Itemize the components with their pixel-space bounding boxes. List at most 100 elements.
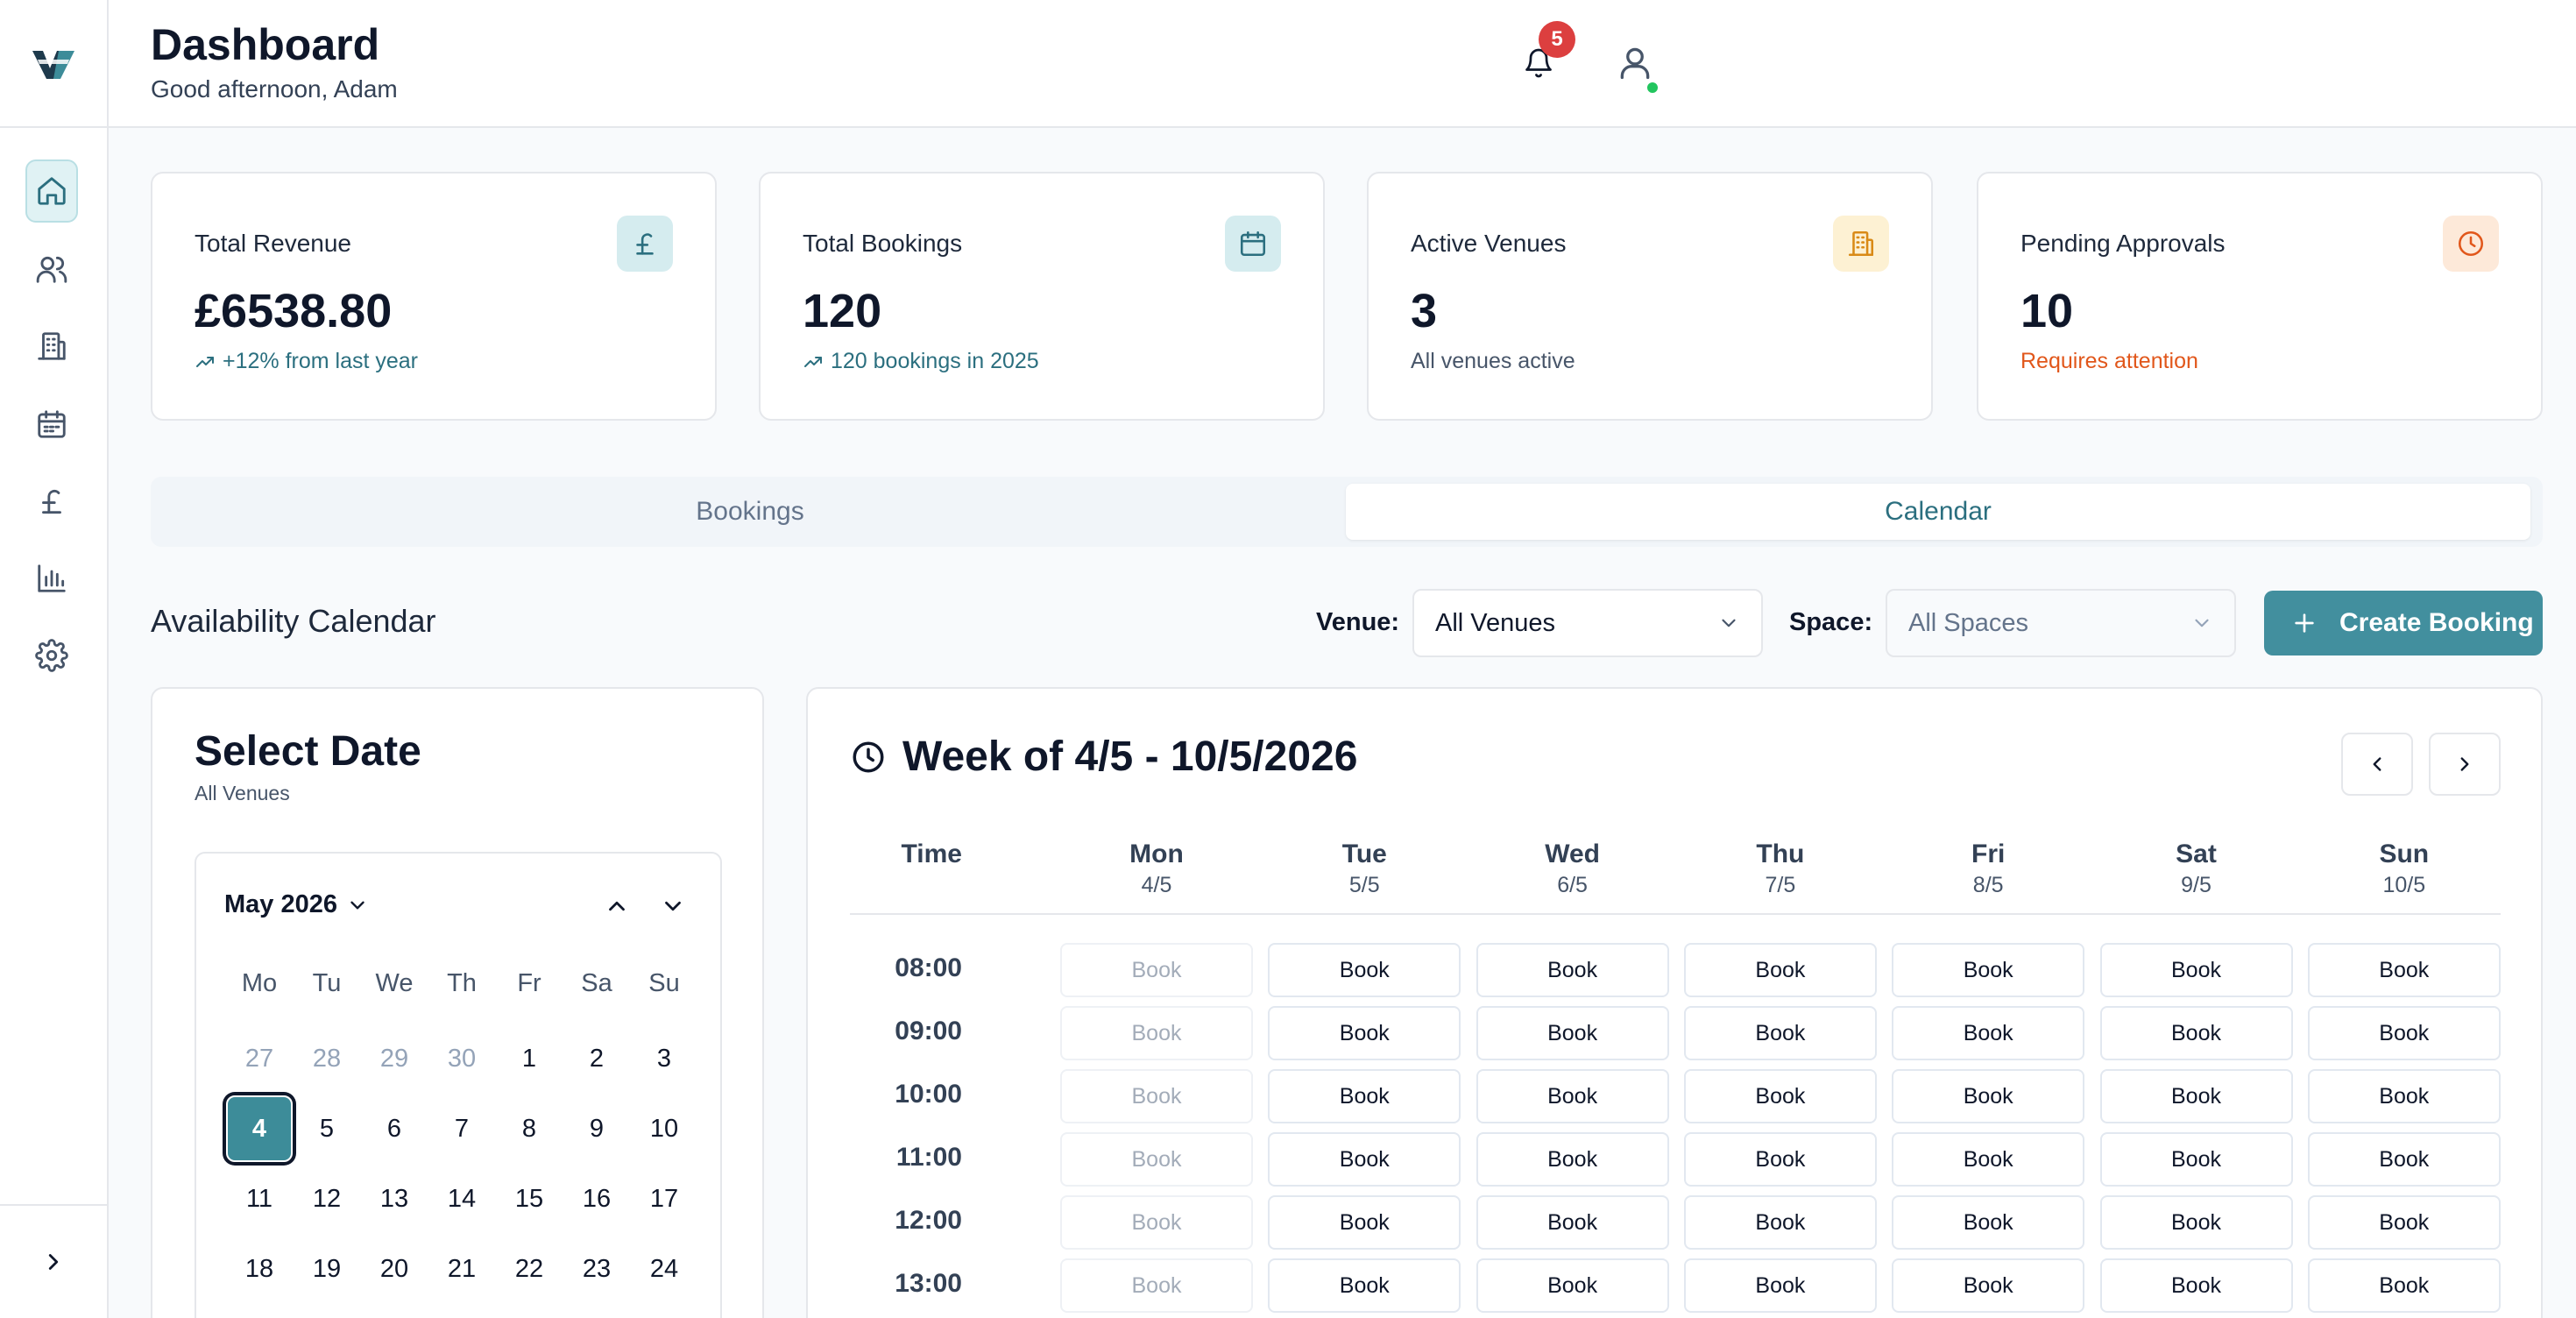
calendar-day[interactable]: 6 <box>386 1114 402 1143</box>
calendar-day[interactable]: 18 <box>244 1254 274 1283</box>
sidebar-item-finance[interactable] <box>25 470 78 533</box>
calendar-day[interactable]: 22 <box>514 1254 544 1283</box>
book-slot-button[interactable]: Book <box>1268 1195 1461 1250</box>
app-logo[interactable] <box>0 0 107 128</box>
calendar-day[interactable]: 8 <box>521 1114 537 1143</box>
book-slot-button[interactable]: Book <box>1268 1069 1461 1123</box>
book-slot-button[interactable]: Book <box>1476 943 1669 997</box>
day-date: 5/5 <box>1348 873 1380 897</box>
sidebar-item-venues[interactable] <box>25 315 78 378</box>
stat-note-text: 120 bookings in 2025 <box>831 349 1039 373</box>
book-slot-button[interactable]: Book <box>1268 1132 1461 1187</box>
book-slot-button[interactable]: Book <box>1683 1069 1877 1123</box>
calendar-day[interactable]: 24 <box>649 1254 679 1283</box>
tab-bookings[interactable]: Bookings <box>696 497 804 526</box>
calendar-day[interactable]: 1 <box>521 1044 537 1073</box>
sidebar-item-users[interactable] <box>25 237 78 301</box>
notifications-button[interactable] <box>1514 39 1563 88</box>
book-slot-button[interactable]: Book <box>2099 1195 2293 1250</box>
calendar-day[interactable]: 12 <box>312 1184 342 1213</box>
calendar-day[interactable]: 7 <box>454 1114 470 1143</box>
book-slot-button[interactable]: Book <box>1683 1258 1877 1313</box>
calendar-day[interactable]: 11 <box>245 1184 273 1213</box>
chevron-right-icon <box>48 1254 59 1270</box>
book-slot-button[interactable]: Book <box>1476 1258 1669 1313</box>
book-slot-button[interactable]: Book <box>1892 1069 2085 1123</box>
book-slot-button[interactable]: Book <box>1268 1258 1461 1313</box>
time-slot-label: 09:00 <box>895 1017 962 1045</box>
book-slot-button[interactable]: Book <box>1268 943 1461 997</box>
book-slot-button[interactable]: Book <box>1476 1132 1669 1187</box>
book-slot-button[interactable]: Book <box>2099 1069 2293 1123</box>
calendar-day[interactable]: 10 <box>649 1114 679 1143</box>
sidebar-item-settings[interactable] <box>25 624 78 687</box>
day-name: Sun <box>2379 840 2430 868</box>
book-slot-button[interactable]: Book <box>1476 1006 1669 1060</box>
calendar-day[interactable]: 14 <box>447 1184 477 1213</box>
book-slot-button[interactable]: Book <box>2099 943 2293 997</box>
book-slot-button[interactable]: Book <box>1683 1132 1877 1187</box>
calendar-day[interactable]: 20 <box>379 1254 409 1283</box>
book-slot-button[interactable]: Book <box>2307 1069 2501 1123</box>
create-booking-button[interactable]: Create Booking <box>2264 591 2543 655</box>
calendar-day[interactable]: 23 <box>582 1254 612 1283</box>
month-dropdown[interactable]: May 2026 <box>224 890 369 919</box>
pound-icon <box>636 233 654 255</box>
calendar-day[interactable]: 30 <box>447 1044 477 1073</box>
calendar-day[interactable]: 29 <box>379 1044 409 1073</box>
sidebar-item-reports[interactable] <box>25 547 78 610</box>
venue-select[interactable]: All Venues <box>1412 589 1763 657</box>
calendar-day[interactable]: 17 <box>649 1184 679 1213</box>
calendar-day[interactable]: 28 <box>312 1044 342 1073</box>
book-slot-button[interactable]: Book <box>2307 1195 2501 1250</box>
book-slot-button[interactable]: Book <box>1476 1195 1669 1250</box>
tab-calendar[interactable]: Calendar <box>1346 484 2530 540</box>
sidebar-item-calendar[interactable] <box>25 393 78 456</box>
book-slot-button[interactable]: Book <box>2307 1132 2501 1187</box>
book-slot-button[interactable]: Book <box>1268 1006 1461 1060</box>
calendar-day[interactable]: 15 <box>514 1184 544 1213</box>
time-slot-label: 11:00 <box>895 1143 962 1172</box>
calendar-day[interactable]: 9 <box>589 1114 605 1143</box>
calendar-day[interactable]: 21 <box>447 1254 477 1283</box>
stat-label: Total Revenue <box>195 230 352 257</box>
book-slot-button[interactable]: Book <box>1476 1069 1669 1123</box>
next-month-button[interactable] <box>652 885 694 927</box>
chevron-down-icon <box>665 901 681 911</box>
calendar-day[interactable]: 19 <box>312 1254 342 1283</box>
calendar-day[interactable]: 13 <box>379 1184 409 1213</box>
book-slot-button[interactable]: Book <box>1683 943 1877 997</box>
day-column-header: Sun 10/5 <box>2308 840 2501 898</box>
book-slot-button[interactable]: Book <box>1683 1195 1877 1250</box>
previous-month-button[interactable] <box>596 885 638 927</box>
calendar-day[interactable]: 2 <box>589 1044 605 1073</box>
book-slot-button[interactable]: Book <box>2307 1258 2501 1313</box>
book-slot-button[interactable]: Book <box>1892 1132 2085 1187</box>
user-avatar-button[interactable] <box>1609 37 1661 89</box>
book-slot-button[interactable]: Book <box>2307 1006 2501 1060</box>
page-title: Dashboard <box>151 20 380 69</box>
book-slot-button[interactable]: Book <box>1683 1006 1877 1060</box>
stat-note-text: All venues active <box>1411 349 1575 373</box>
book-slot-button[interactable]: Book <box>2099 1132 2293 1187</box>
next-week-button[interactable] <box>2429 733 2501 796</box>
previous-week-button[interactable] <box>2341 733 2413 796</box>
stat-card-bookings: Total Bookings 120 120 bookings in 2025 <box>759 172 1325 421</box>
sidebar-item-home[interactable] <box>25 159 78 223</box>
book-slot-button[interactable]: Book <box>1892 1258 2085 1313</box>
book-slot-button[interactable]: Book <box>1892 1006 2085 1060</box>
calendar-day[interactable]: 16 <box>582 1184 612 1213</box>
calendar-day[interactable]: 5 <box>319 1114 335 1143</box>
calendar-day-selected[interactable]: 4 <box>226 1095 293 1162</box>
space-select[interactable]: All Spaces <box>1886 589 2236 657</box>
book-slot-button[interactable]: Book <box>2099 1006 2293 1060</box>
book-slot-button[interactable]: Book <box>1892 943 2085 997</box>
book-slot-button[interactable]: Book <box>2099 1258 2293 1313</box>
calendar-day[interactable]: 27 <box>244 1044 274 1073</box>
weekday-header: Tu <box>312 969 342 997</box>
book-slot-button-disabled: Book <box>1060 1195 1253 1250</box>
sidebar-expand-button[interactable] <box>0 1204 107 1318</box>
book-slot-button[interactable]: Book <box>2307 943 2501 997</box>
book-slot-button[interactable]: Book <box>1892 1195 2085 1250</box>
calendar-day[interactable]: 3 <box>656 1044 672 1073</box>
